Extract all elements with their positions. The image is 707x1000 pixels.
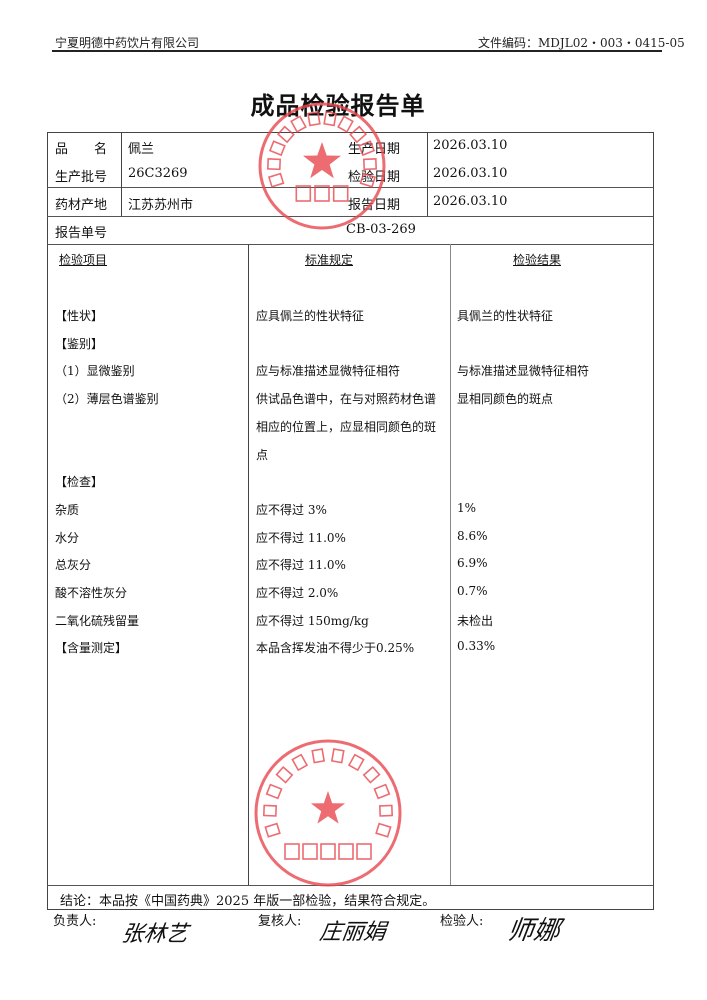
row-result: 未检出 [457,613,494,628]
reviewer-label: 复核人: [258,914,302,929]
row-standard: 应不得过 11.0% [256,530,346,545]
row-result: 6.9% [457,556,488,571]
batch-number: 26C3269 [128,166,188,181]
document-code: 文件编码：MDJL02・003・0415-05 [478,36,685,50]
inspector-signature: 师娜 [505,916,562,946]
table-divider [248,244,249,885]
row-result: 0.33% [457,639,496,654]
test-date-label: 检验日期 [348,170,401,185]
row-item: 【性状】 [55,309,104,323]
inspector-label: 检验人: [440,914,484,929]
row-standard: 应不得过 2.0% [256,586,339,600]
row-item: 【鉴别】 [55,336,104,351]
reviewer-signature: 庄丽娟 [317,920,388,945]
row-standard: 应不得过 11.0% [256,558,346,573]
batch-label: 生产批号 [55,170,108,185]
row-result: 与标准描述显微特征相符 [457,364,590,379]
row-item: 杂质 [55,502,80,517]
row-standard: 相应的位置上，应显相同颜色的斑 [256,419,437,434]
report-date: 2026.03.10 [433,194,508,209]
row-result: 1% [457,500,477,515]
table-divider [121,132,122,216]
responsible-label: 负责人: [53,914,97,929]
table-divider [47,885,653,886]
report-table [47,132,654,910]
column-standard: 标准规定 [305,253,354,267]
header-divider [52,50,662,52]
conclusion: 结论：本品按《中国药典》2025 年版一部检验，结果符合规定。 [60,894,436,909]
report-no: CB-03-269 [346,222,416,237]
row-result: 具佩兰的性状特征 [457,309,554,323]
table-divider [450,244,451,885]
table-divider [427,132,428,216]
row-item: （1）显微鉴别 [55,364,135,379]
responsible-signature: 张林艺 [119,922,190,947]
product-name: 佩兰 [128,142,155,157]
company-name: 宁夏明德中药饮片有限公司 [55,36,200,50]
row-standard: 点 [256,447,269,462]
row-standard: 本品含挥发油不得少于0.25% [256,641,415,656]
row-item: （2）薄层色谱鉴别 [55,392,159,407]
row-item: 二氧化硫残留量 [55,613,140,628]
column-item: 检验项目 [59,253,108,267]
row-standard: 应不得过 3% [256,502,327,517]
row-standard: 应具佩兰的性状特征 [256,309,365,323]
report-no-label: 报告单号 [55,226,108,241]
row-standard: 供试品色谱中，在与对照药材色谱 [256,392,437,407]
origin: 江苏苏州市 [128,198,194,213]
row-standard: 应不得过 150mg/kg [256,613,369,628]
column-result: 检验结果 [513,253,562,267]
row-item: 酸不溶性灰分 [55,586,128,600]
report-date-label: 报告日期 [348,198,401,213]
row-result: 8.6% [457,528,488,543]
origin-label: 药材产地 [55,198,108,213]
row-item: 【含量测定】 [55,641,128,656]
test-date: 2026.03.10 [433,166,508,181]
row-result: 显相同颜色的斑点 [457,392,554,407]
row-item: 水分 [55,530,80,545]
row-item: 【检查】 [55,475,104,490]
row-item: 总灰分 [55,558,92,573]
product-name-label: 品 名 [55,142,108,157]
row-standard: 应与标准描述显微特征相符 [256,364,401,379]
table-divider [47,216,653,217]
prod-date: 2026.03.10 [433,138,508,153]
table-divider [47,187,653,188]
page-title: 成品检验报告单 [250,91,426,120]
row-result: 0.7% [457,584,488,598]
prod-date-label: 生产日期 [348,142,401,157]
table-divider [47,244,653,245]
